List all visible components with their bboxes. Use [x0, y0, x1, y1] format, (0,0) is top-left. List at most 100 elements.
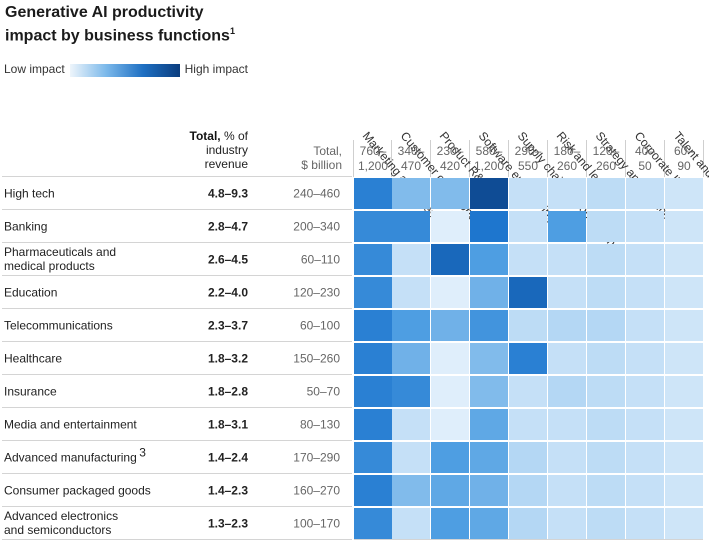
- heatmap-cell: [392, 277, 430, 308]
- heatmap-cell: [431, 442, 469, 473]
- heatmap-cell: [392, 178, 430, 209]
- function-range-top: 120–: [593, 144, 620, 158]
- heatmap-cell: [509, 475, 547, 506]
- heatmap-cell: [431, 310, 469, 341]
- heatmap-cell: [354, 475, 392, 506]
- heatmap-cell: [509, 376, 547, 407]
- heatmap-cell: [587, 508, 625, 539]
- total-pct-header-rest: % of: [220, 129, 248, 143]
- total-pct-header: Total, % of industry revenue: [160, 129, 248, 171]
- heatmap-cell: [470, 475, 508, 506]
- industry-label: Healthcare: [4, 352, 62, 366]
- function-range-bottom: 50: [638, 159, 652, 173]
- heatmap-cell: [509, 277, 547, 308]
- function-range-bottom: 1,200: [358, 159, 388, 173]
- heatmap-cell: [470, 442, 508, 473]
- function-range-bottom: 90: [677, 159, 691, 173]
- heatmap-cell: [354, 442, 392, 473]
- total-pct-header-line1: Total, % of: [160, 129, 248, 143]
- heatmap-cell: [354, 178, 392, 209]
- heatmap-cell: [548, 409, 586, 440]
- industry-total-billion: 170–290: [293, 451, 340, 465]
- heatmap-cell: [509, 508, 547, 539]
- industry-total-pct: 2.6–4.5: [208, 253, 248, 267]
- heatmap-cell: [470, 244, 508, 275]
- industry-total-pct: 1.8–3.2: [208, 352, 248, 366]
- heatmap-cell: [392, 244, 430, 275]
- color-legend: Low impact High impact: [4, 62, 248, 78]
- heatmap-cell: [587, 244, 625, 275]
- heatmap-cell: [626, 409, 664, 440]
- heatmap-cell: [548, 475, 586, 506]
- heatmap-cell: [548, 442, 586, 473]
- heatmap-cell: [665, 475, 703, 506]
- heatmap-cell: [587, 409, 625, 440]
- chart-title-line1: Generative AI productivity: [5, 4, 204, 21]
- function-range-bottom: 470: [401, 159, 421, 173]
- chart-title-line2: impact by business functions1: [5, 22, 285, 45]
- heatmap-cell: [470, 211, 508, 242]
- heatmap-cell: [587, 178, 625, 209]
- heatmap-cell: [431, 277, 469, 308]
- heatmap-cell: [431, 343, 469, 374]
- heatmap-cell: [548, 376, 586, 407]
- heatmap-cell: [470, 376, 508, 407]
- heatmap-cell: [509, 310, 547, 341]
- industry-total-pct: 1.8–3.1: [208, 418, 248, 432]
- heatmap-cell: [665, 211, 703, 242]
- heatmap-cell: [354, 211, 392, 242]
- industry-total-pct: 1.8–2.8: [208, 385, 248, 399]
- heatmap-cell: [392, 508, 430, 539]
- heatmap-cell: [548, 178, 586, 209]
- industry-label: Insurance: [4, 385, 57, 399]
- industry-total-pct: 1.4–2.3: [208, 484, 248, 498]
- chart-title-line2-text: impact by business functions: [5, 27, 230, 45]
- industry-total-pct: 2.3–3.7: [208, 319, 248, 333]
- industry-label-line2: medical products: [4, 259, 95, 273]
- heatmap-cell: [626, 442, 664, 473]
- industry-label: Consumer packaged goods: [4, 484, 151, 498]
- heatmap-cell: [392, 211, 430, 242]
- industry-label: Advanced manufacturing: [4, 451, 137, 465]
- industry-total-pct: 1.4–2.4: [208, 451, 248, 465]
- heatmap-cell: [548, 310, 586, 341]
- heatmap-cell: [626, 475, 664, 506]
- heatmap-cell: [548, 277, 586, 308]
- function-range-top: 60–: [674, 144, 694, 158]
- heatmap-cell: [665, 244, 703, 275]
- heatmap-cell: [626, 376, 664, 407]
- heatmap-cell: [354, 508, 392, 539]
- heatmap-cell: [665, 508, 703, 539]
- heatmap-cell: [470, 277, 508, 308]
- industry-total-billion: 200–340: [293, 220, 340, 234]
- heatmap-cell: [354, 343, 392, 374]
- heatmap-cell: [509, 211, 547, 242]
- function-range-bottom: 550: [518, 159, 538, 173]
- heatmap-cell: [626, 310, 664, 341]
- industry-label: Telecommunications: [4, 319, 113, 333]
- heatmap-cell: [431, 475, 469, 506]
- heatmap-cell: [392, 343, 430, 374]
- industry-total-billion: 50–70: [307, 385, 341, 399]
- heatmap-cell: [431, 376, 469, 407]
- function-range-top: 180–: [554, 144, 581, 158]
- heatmap-cell: [626, 343, 664, 374]
- heatmap-cell: [509, 409, 547, 440]
- heatmap-cell: [626, 277, 664, 308]
- heatmap-cell: [392, 376, 430, 407]
- legend-high-label: High impact: [184, 62, 248, 76]
- heatmap-cell: [626, 178, 664, 209]
- heatmap-cell: [665, 409, 703, 440]
- heatmap-cell: [431, 244, 469, 275]
- function-range-top: 230–: [437, 144, 464, 158]
- total-pct-header-line2: industry: [205, 143, 248, 157]
- industry-label-line1: Pharmaceuticals and: [4, 245, 116, 259]
- heatmap-cell: [354, 376, 392, 407]
- heatmap-cell: [354, 277, 392, 308]
- industry-label: Media and entertainment: [4, 418, 137, 432]
- total-pct-header-bold: Total,: [189, 129, 221, 143]
- industry-total-pct: 4.8–9.3: [208, 187, 248, 201]
- heatmap-cell: [587, 442, 625, 473]
- industry-label-footnote: 3: [139, 446, 146, 460]
